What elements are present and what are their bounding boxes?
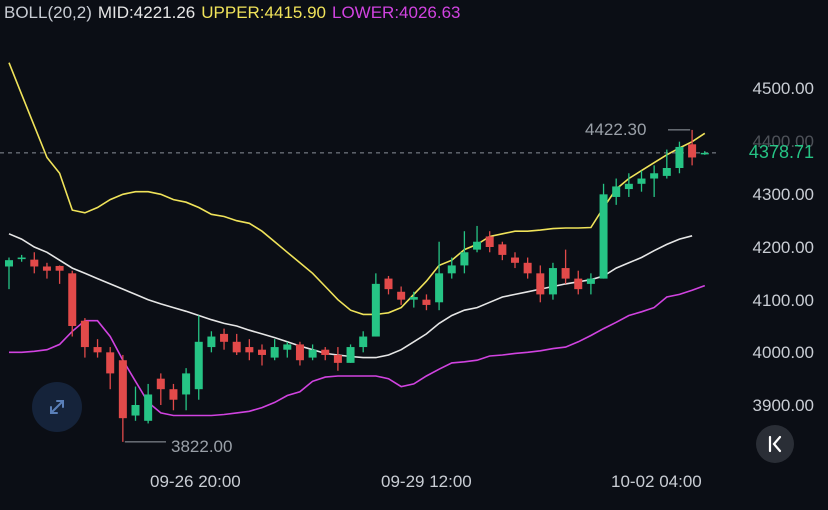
candle-body — [321, 349, 330, 355]
candle-body — [308, 349, 317, 358]
candle-body — [384, 278, 393, 290]
candle-body — [460, 252, 469, 266]
candle-body — [346, 347, 355, 363]
candle-body — [435, 273, 444, 303]
candle-body — [536, 273, 545, 295]
candle-body — [586, 278, 595, 284]
candle-body — [473, 241, 482, 250]
candle-body — [359, 336, 368, 348]
candle-body — [498, 244, 507, 255]
candle-body — [283, 344, 292, 350]
candle-body — [42, 266, 51, 271]
candle-body — [258, 349, 266, 355]
candle-body — [207, 336, 216, 348]
candle-body — [700, 152, 709, 155]
lower-label: LOWER: — [331, 3, 400, 22]
y-tick-label: 4300.00 — [752, 185, 814, 204]
candle-body — [422, 299, 431, 305]
candle-body — [17, 257, 26, 260]
chevron-left-bar-icon — [768, 435, 782, 453]
candle-body — [333, 354, 342, 363]
candle-body — [561, 268, 570, 279]
candle-body — [650, 173, 659, 179]
collapse-button[interactable] — [756, 425, 794, 463]
candle-body — [156, 378, 165, 390]
candle-body — [131, 405, 140, 416]
y-tick-label: 4400.00 — [752, 132, 814, 151]
candle-body — [371, 283, 380, 337]
candle-body — [523, 262, 532, 274]
candle-body — [182, 373, 191, 395]
candle-body — [93, 347, 102, 353]
expand-arrows-icon — [50, 400, 64, 414]
candle-body — [637, 178, 646, 184]
current-price-label: 4378.71 — [748, 142, 814, 162]
upper-value: 4415.90 — [264, 3, 326, 22]
lower-band-line — [9, 284, 706, 417]
candle-body — [194, 341, 203, 390]
candle-body — [106, 352, 115, 374]
indicator-name: BOLL(20,2) — [4, 3, 92, 22]
candle-body — [599, 194, 608, 279]
y-tick-label: 4200.00 — [752, 238, 814, 257]
x-tick-label: 10-02 04:00 — [611, 472, 702, 491]
candle-body — [232, 341, 241, 353]
high-annotation: 4422.30 — [585, 120, 647, 139]
candle-body — [270, 347, 279, 358]
candle-body — [55, 265, 64, 271]
candle-body — [511, 257, 519, 263]
candle-body — [612, 186, 621, 197]
candle-body — [574, 278, 583, 290]
y-tick-label: 4100.00 — [752, 291, 814, 310]
y-tick-label: 4500.00 — [752, 79, 814, 98]
mid-label: MID: — [97, 3, 134, 22]
y-tick-label: 4000.00 — [752, 343, 814, 362]
candle-body — [144, 394, 153, 421]
boll-header: BOLL(20,2) MID:4221.26 UPPER:4415.90 LOWER:… — [4, 3, 467, 23]
candle-body — [397, 291, 406, 300]
mid-value: 4221.26 — [133, 3, 196, 22]
x-tick-label: 09-29 12:00 — [381, 472, 472, 491]
low-annotation: 3822.00 — [171, 437, 233, 456]
candle-body — [624, 183, 633, 190]
candle-body — [662, 168, 671, 176]
candle-body — [688, 144, 697, 158]
candle-body — [169, 389, 178, 400]
candle-body — [447, 265, 456, 274]
candle-body — [5, 260, 13, 267]
candle-body — [30, 259, 39, 267]
candle-body — [118, 360, 127, 419]
candle-body — [548, 268, 557, 295]
lower-value: 4026.63 — [399, 3, 461, 22]
candle-body — [80, 320, 89, 348]
candle-body — [295, 344, 304, 361]
candle-body — [485, 236, 494, 247]
candle-body — [675, 146, 684, 168]
candle-body — [68, 273, 77, 326]
candle-body — [245, 347, 254, 353]
x-tick-label: 09-26 20:00 — [150, 472, 241, 491]
upper-band-line — [8, 62, 706, 316]
y-tick-label: 3900.00 — [752, 396, 814, 415]
upper-label: UPPER: — [201, 3, 265, 22]
expand-button[interactable] — [32, 382, 82, 432]
candle-body — [409, 297, 418, 300]
candle-body — [220, 333, 229, 342]
